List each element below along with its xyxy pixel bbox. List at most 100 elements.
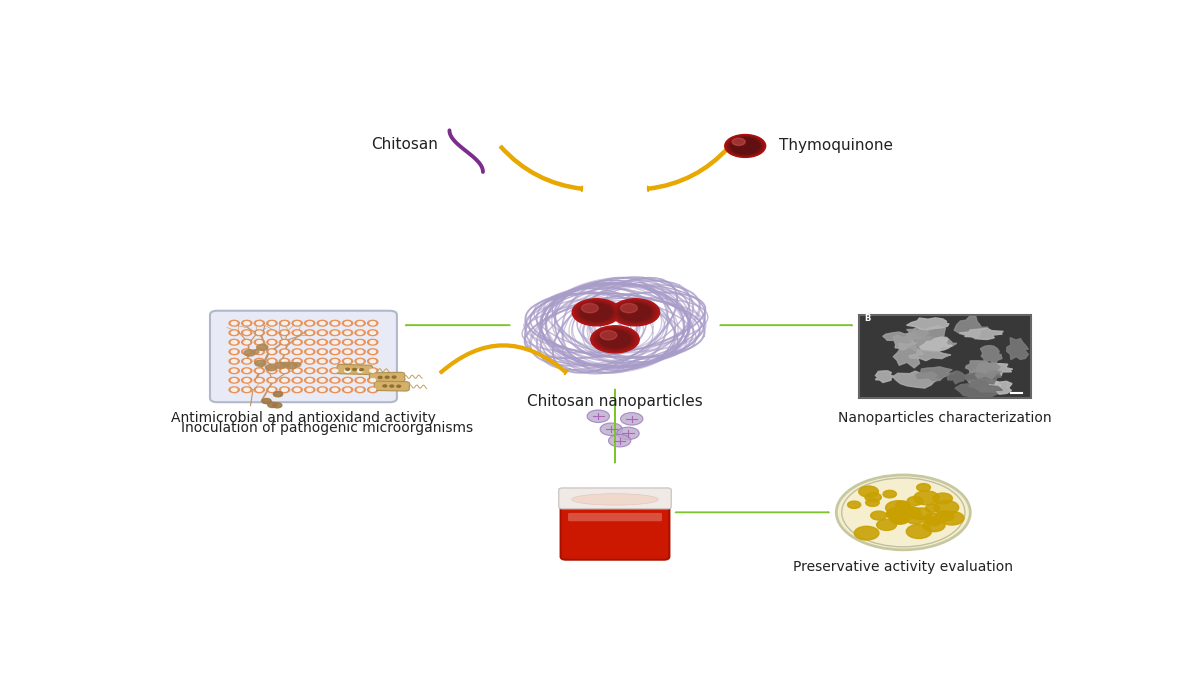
Circle shape bbox=[294, 388, 300, 391]
Circle shape bbox=[344, 388, 350, 391]
FancyBboxPatch shape bbox=[370, 373, 404, 382]
Circle shape bbox=[244, 388, 250, 391]
Circle shape bbox=[317, 349, 328, 354]
FancyBboxPatch shape bbox=[568, 513, 662, 521]
Circle shape bbox=[893, 515, 908, 523]
Circle shape bbox=[229, 321, 239, 326]
Circle shape bbox=[317, 330, 328, 335]
Circle shape bbox=[390, 385, 394, 387]
Circle shape bbox=[370, 369, 376, 373]
Circle shape bbox=[355, 330, 365, 335]
Circle shape bbox=[367, 330, 378, 335]
Circle shape bbox=[307, 369, 312, 373]
Circle shape bbox=[317, 358, 328, 364]
Circle shape bbox=[925, 517, 941, 526]
Circle shape bbox=[617, 302, 654, 323]
Circle shape bbox=[294, 321, 300, 325]
Polygon shape bbox=[977, 362, 997, 373]
Circle shape bbox=[307, 388, 312, 391]
Circle shape bbox=[342, 330, 353, 335]
Polygon shape bbox=[907, 326, 953, 351]
Circle shape bbox=[355, 349, 365, 354]
Circle shape bbox=[266, 358, 277, 364]
Circle shape bbox=[330, 340, 340, 345]
Circle shape bbox=[582, 304, 599, 313]
Circle shape bbox=[594, 327, 636, 351]
Circle shape bbox=[254, 358, 264, 364]
Text: Chitosan: Chitosan bbox=[372, 137, 438, 152]
Circle shape bbox=[895, 515, 908, 522]
Circle shape bbox=[332, 379, 337, 382]
Circle shape bbox=[877, 519, 896, 531]
Circle shape bbox=[370, 331, 376, 334]
Circle shape bbox=[887, 510, 901, 518]
Circle shape bbox=[317, 340, 328, 345]
Circle shape bbox=[254, 349, 264, 354]
Polygon shape bbox=[883, 332, 925, 342]
Circle shape bbox=[292, 368, 302, 373]
Circle shape bbox=[319, 379, 325, 382]
Circle shape bbox=[728, 136, 762, 156]
Circle shape bbox=[940, 512, 964, 525]
Circle shape bbox=[332, 321, 337, 325]
Circle shape bbox=[269, 369, 275, 373]
Circle shape bbox=[266, 387, 277, 393]
Circle shape bbox=[367, 340, 378, 345]
Circle shape bbox=[355, 358, 365, 364]
Circle shape bbox=[332, 341, 337, 344]
FancyBboxPatch shape bbox=[559, 488, 671, 509]
Circle shape bbox=[342, 377, 353, 383]
Circle shape bbox=[332, 388, 337, 391]
Circle shape bbox=[229, 387, 239, 393]
Circle shape bbox=[282, 341, 287, 344]
Circle shape bbox=[307, 341, 312, 344]
Text: Thymoquinone: Thymoquinone bbox=[779, 138, 893, 153]
Circle shape bbox=[292, 349, 302, 354]
Circle shape bbox=[282, 331, 287, 334]
Circle shape bbox=[294, 362, 301, 367]
Circle shape bbox=[307, 379, 312, 382]
Circle shape bbox=[358, 379, 362, 382]
Circle shape bbox=[883, 490, 896, 498]
Text: B: B bbox=[864, 314, 870, 323]
Circle shape bbox=[358, 388, 362, 391]
Circle shape bbox=[241, 349, 252, 354]
Circle shape bbox=[600, 331, 617, 340]
Circle shape bbox=[355, 377, 365, 383]
Circle shape bbox=[282, 321, 287, 325]
Circle shape bbox=[392, 376, 396, 378]
Polygon shape bbox=[980, 346, 1002, 365]
Circle shape bbox=[305, 321, 314, 326]
Circle shape bbox=[244, 360, 250, 362]
Circle shape bbox=[344, 331, 350, 334]
Polygon shape bbox=[919, 337, 953, 351]
Circle shape bbox=[355, 321, 365, 326]
Circle shape bbox=[257, 369, 262, 373]
Circle shape bbox=[344, 321, 350, 325]
Circle shape bbox=[332, 350, 337, 353]
FancyBboxPatch shape bbox=[210, 310, 397, 402]
Polygon shape bbox=[893, 335, 917, 350]
Circle shape bbox=[726, 136, 764, 157]
Circle shape bbox=[229, 340, 239, 345]
Circle shape bbox=[232, 388, 236, 391]
Circle shape bbox=[282, 362, 290, 367]
Circle shape bbox=[907, 497, 923, 506]
Circle shape bbox=[342, 321, 353, 326]
Circle shape bbox=[286, 362, 298, 369]
Circle shape bbox=[305, 358, 314, 364]
Circle shape bbox=[244, 331, 250, 334]
Circle shape bbox=[358, 341, 362, 344]
Circle shape bbox=[292, 387, 302, 393]
Circle shape bbox=[280, 368, 289, 373]
Circle shape bbox=[305, 330, 314, 335]
Circle shape bbox=[358, 350, 362, 353]
Circle shape bbox=[370, 350, 376, 353]
Circle shape bbox=[319, 369, 325, 373]
Circle shape bbox=[370, 360, 376, 362]
Circle shape bbox=[611, 299, 660, 326]
Circle shape bbox=[319, 341, 325, 344]
Circle shape bbox=[305, 340, 314, 345]
Circle shape bbox=[367, 358, 378, 364]
Circle shape bbox=[600, 423, 623, 435]
